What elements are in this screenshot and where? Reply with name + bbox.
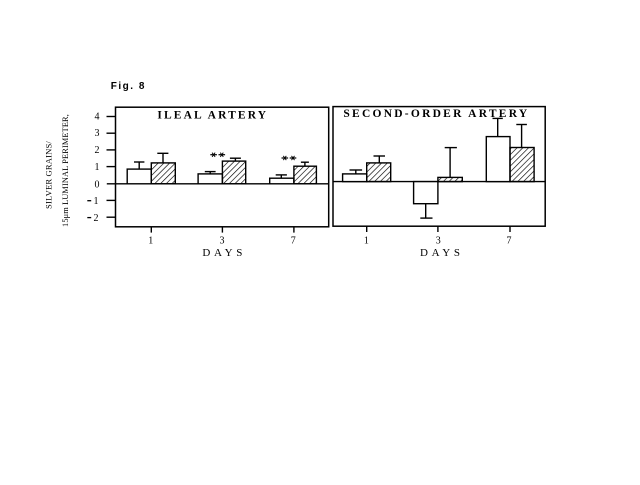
svg-text:2: 2 bbox=[95, 145, 100, 156]
svg-text:3: 3 bbox=[95, 128, 100, 139]
svg-text:2: 2 bbox=[94, 213, 99, 224]
svg-text:DAYS: DAYS bbox=[420, 247, 464, 259]
svg-text:SILVER GRAINS/: SILVER GRAINS/ bbox=[43, 141, 53, 209]
svg-text:3: 3 bbox=[436, 235, 441, 246]
svg-text:1: 1 bbox=[148, 235, 153, 246]
svg-text:Fig. 8: Fig. 8 bbox=[111, 81, 146, 92]
svg-text:4: 4 bbox=[95, 111, 100, 122]
svg-text:0: 0 bbox=[95, 179, 100, 190]
svg-text:1: 1 bbox=[364, 235, 369, 246]
svg-text:3: 3 bbox=[220, 235, 225, 246]
svg-text:SECOND-ORDER ARTERY: SECOND-ORDER ARTERY bbox=[343, 108, 529, 120]
svg-text:1: 1 bbox=[94, 196, 99, 207]
svg-text:DAYS: DAYS bbox=[202, 247, 246, 259]
svg-text:15μm LUMINAL PERIMETER,: 15μm LUMINAL PERIMETER, bbox=[61, 114, 70, 227]
svg-text:1: 1 bbox=[95, 162, 100, 173]
svg-text:7: 7 bbox=[507, 235, 512, 246]
svg-text:7: 7 bbox=[291, 235, 296, 246]
svg-text:ILEAL ARTERY: ILEAL ARTERY bbox=[157, 110, 268, 122]
